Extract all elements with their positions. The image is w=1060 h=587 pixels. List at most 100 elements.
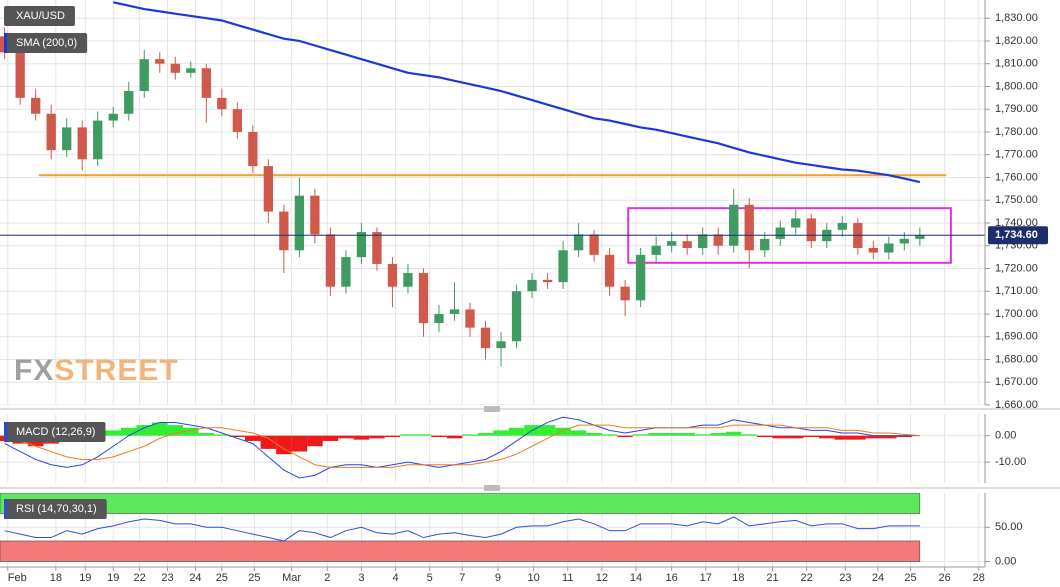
legend-background xyxy=(4,6,75,26)
macd-histogram-bar xyxy=(679,433,695,436)
y-tick-label: 1,750.00 xyxy=(995,194,1038,206)
macd-histogram-bar xyxy=(353,435,370,440)
candle-body xyxy=(698,234,708,249)
x-tick-label: 2 xyxy=(324,572,330,584)
macd-histogram-bar xyxy=(570,430,587,436)
x-tick-label: 19 xyxy=(107,572,119,584)
macd-histogram-bar xyxy=(834,435,851,440)
candle-body xyxy=(573,234,584,251)
x-tick-label: 16 xyxy=(666,572,678,584)
candle-body xyxy=(217,97,227,110)
y-tick-label: 1,680.00 xyxy=(995,353,1038,365)
x-tick-label: Mar xyxy=(282,572,301,584)
y-tick-label: 1,800.00 xyxy=(995,80,1038,92)
macd-histogram-bar xyxy=(229,435,246,437)
candle-body xyxy=(15,52,25,98)
y-tick-label: 0.00 xyxy=(995,430,1016,442)
macd-histogram-bar xyxy=(214,434,230,436)
overbought-zone xyxy=(0,493,921,514)
candle-body xyxy=(232,109,242,132)
candle-body xyxy=(899,238,909,244)
watermark: FXSTREET xyxy=(14,354,179,387)
macd-histogram-bar xyxy=(245,435,261,441)
macd-histogram-bar xyxy=(384,435,401,437)
candle-body xyxy=(46,113,56,151)
legend-label: RSI (14,70,30,1) xyxy=(16,503,97,515)
macd-histogram-bar xyxy=(415,434,432,436)
y-tick-label: 1,770.00 xyxy=(995,149,1038,161)
y-tick-label: 1,740.00 xyxy=(995,217,1038,229)
macd-histogram-bar xyxy=(896,435,913,437)
x-tick-label: 25 xyxy=(216,572,228,584)
macd-histogram-bar xyxy=(446,435,463,439)
candle-body xyxy=(589,234,599,255)
macd-histogram-bar xyxy=(865,435,882,439)
candle-body xyxy=(915,235,925,239)
x-tick-label: 4 xyxy=(392,572,398,584)
oversold-zone xyxy=(0,540,921,562)
y-tick-label: 1,700.00 xyxy=(995,308,1038,320)
candle-body xyxy=(837,222,847,230)
y-tick-label: 50.00 xyxy=(995,521,1023,533)
macd-histogram-bar xyxy=(462,434,478,436)
candle-body xyxy=(248,131,258,167)
macd-histogram-bar xyxy=(788,435,804,439)
x-tick-label: 23 xyxy=(839,572,851,584)
x-tick-label: 24 xyxy=(189,572,201,584)
candle-body xyxy=(713,234,723,246)
candle-body xyxy=(108,113,118,121)
legend-background xyxy=(4,422,106,442)
x-tick-label: 22 xyxy=(800,572,812,584)
x-tick-label: 23 xyxy=(161,572,173,584)
macd-histogram-bar xyxy=(291,435,308,452)
legend-box: MACD (12,26,9) xyxy=(4,422,106,442)
candle-body xyxy=(279,211,289,251)
x-tick-label: 11 xyxy=(562,572,573,584)
candle-body xyxy=(403,273,413,287)
candle-body xyxy=(729,204,739,246)
candle-body xyxy=(558,250,568,283)
x-tick-label: 18 xyxy=(732,572,744,584)
x-tick-label: 21 xyxy=(766,572,778,584)
candle-body xyxy=(31,97,41,114)
macd-histogram-bar xyxy=(663,433,680,436)
y-tick-label: 1,760.00 xyxy=(995,171,1038,183)
macd-histogram-bar xyxy=(756,435,773,437)
x-tick-label: 26 xyxy=(939,572,951,584)
legend-background xyxy=(4,499,107,519)
y-tick-label: 1,690.00 xyxy=(995,331,1038,343)
macd-histogram-bar xyxy=(508,427,525,436)
candle-body xyxy=(744,204,754,251)
candle-body xyxy=(77,127,87,160)
candle-body xyxy=(868,248,878,253)
candle-body xyxy=(806,218,816,242)
panel: FXSTREET xyxy=(0,0,985,405)
x-tick-label: 10 xyxy=(527,572,539,584)
y-tick-label: 1,810.00 xyxy=(995,58,1038,70)
macd-histogram-bar xyxy=(136,425,153,436)
x-tick-label: 24 xyxy=(872,572,884,584)
rsi-line xyxy=(4,516,920,542)
candle-body xyxy=(62,127,72,151)
macd-histogram-bar xyxy=(772,435,788,439)
candle-body xyxy=(186,68,196,73)
candle-body xyxy=(93,120,103,160)
candle-body xyxy=(542,279,553,283)
watermark-part: STREET xyxy=(54,354,178,387)
legend-label: XAU/USD xyxy=(16,10,65,22)
macd-histogram-bar xyxy=(183,427,199,436)
candle-body xyxy=(124,91,134,114)
macd-histogram-bar xyxy=(338,435,354,439)
candle-body xyxy=(667,241,677,246)
legend-box: RSI (14,70,30,1) xyxy=(4,499,107,519)
candle-body xyxy=(760,238,770,251)
x-tick-label: 5 xyxy=(427,572,433,584)
last-price-label: 1,734.60 xyxy=(995,229,1038,241)
last-price-tag xyxy=(988,226,1048,245)
legend-background xyxy=(4,33,88,53)
candle-body xyxy=(682,241,692,249)
candle-body xyxy=(310,195,320,235)
legend-swatch xyxy=(4,33,7,53)
